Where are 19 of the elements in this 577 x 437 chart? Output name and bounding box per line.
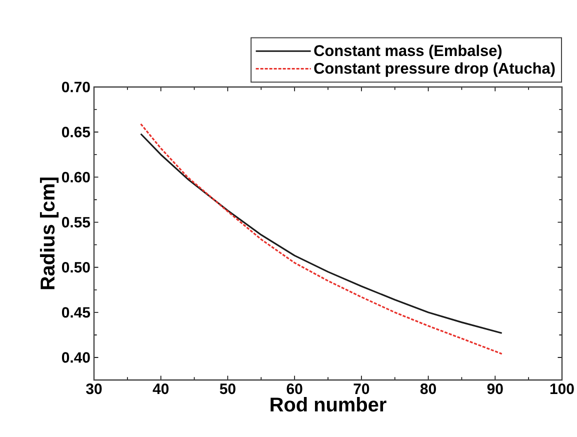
y-tick-label: 0.60	[62, 172, 90, 182]
x-tick-label: 60	[286, 384, 302, 394]
y-tick-label: 0.70	[62, 82, 90, 92]
y-tick-label: 0.65	[62, 126, 90, 138]
y-axis-title: Radius [cm]	[40, 178, 59, 290]
x-tick-label: 50	[220, 384, 236, 394]
x-tick-label: 70	[354, 384, 370, 394]
x-tick-label: 30	[86, 384, 102, 394]
y-tick-label: 0.45	[62, 307, 90, 318]
y-tick-label: 0.40	[62, 352, 90, 363]
y-tick-label: 0.50	[62, 262, 90, 273]
legend-label: Constant pressure drop (Atucha)	[314, 62, 555, 77]
x-tick-label: 100	[550, 384, 574, 394]
x-axis-title: Rod number	[270, 396, 386, 412]
legend-label: Constant mass (Embalse)	[314, 44, 502, 60]
x-tick-label: 90	[487, 384, 503, 394]
x-tick-label: 40	[152, 384, 169, 394]
x-tick-label: 80	[420, 384, 436, 394]
y-tick-label: 0.55	[62, 216, 90, 228]
